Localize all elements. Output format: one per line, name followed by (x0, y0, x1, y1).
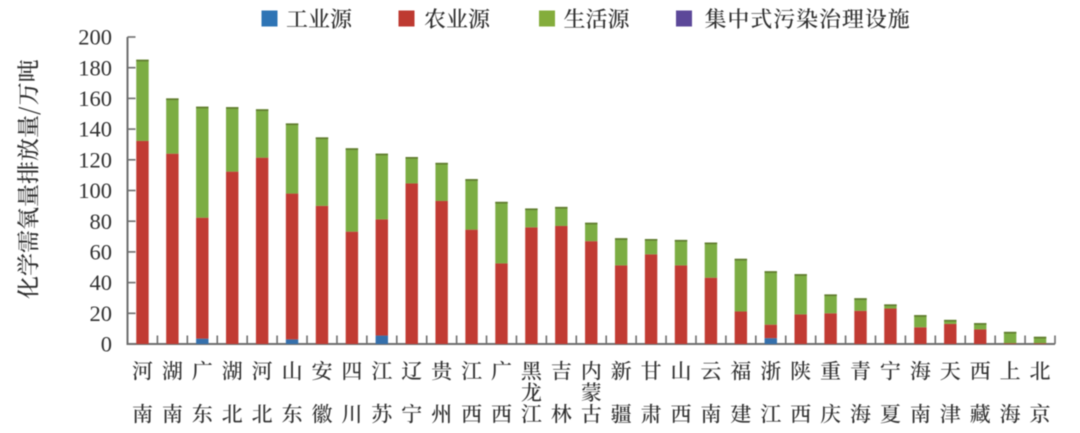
svg-text:140: 140 (78, 117, 112, 142)
svg-text:120: 120 (78, 147, 112, 172)
svg-text:160: 160 (78, 86, 112, 111)
svg-text:0: 0 (101, 332, 112, 357)
svg-text:100: 100 (78, 178, 112, 203)
svg-text:200: 200 (78, 25, 112, 50)
svg-text:180: 180 (78, 55, 112, 80)
svg-text:60: 60 (90, 240, 113, 265)
svg-text:40: 40 (90, 270, 113, 295)
svg-text:20: 20 (90, 301, 113, 326)
svg-text:80: 80 (90, 209, 113, 234)
